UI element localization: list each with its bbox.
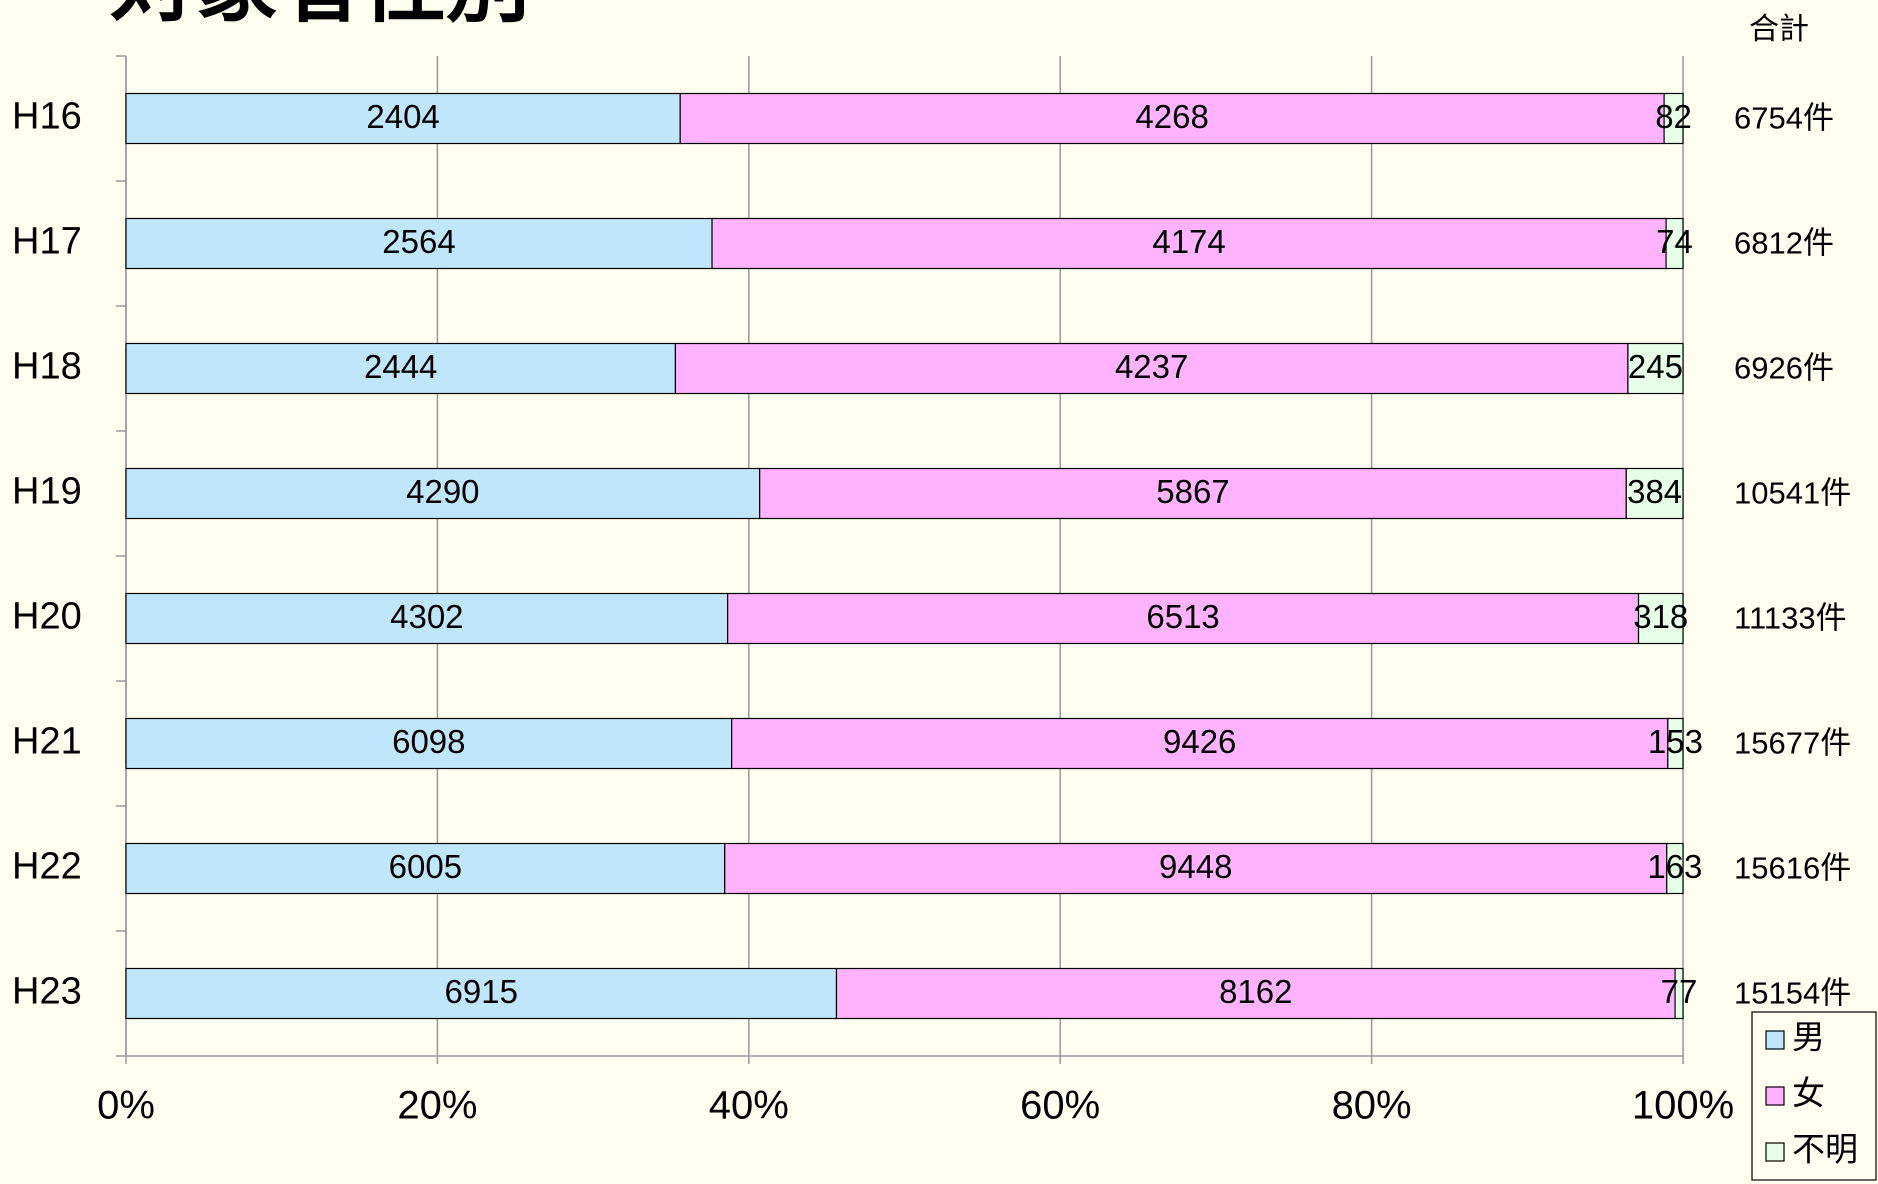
x-tick-label: 40%: [709, 1084, 789, 1128]
data-label: 74: [1656, 223, 1693, 260]
data-label: 153: [1648, 723, 1703, 760]
total-label: 6754件: [1734, 101, 1834, 136]
bar-segment: [1665, 217, 1684, 270]
totals-header: 合計: [1749, 13, 1809, 46]
y-tick-label: H17: [12, 221, 82, 263]
data-label: 5867: [1156, 473, 1229, 510]
bar-segment: [731, 717, 1669, 770]
data-label: 245: [1628, 348, 1683, 385]
y-tick-label: H22: [12, 846, 82, 888]
bar-segment: [679, 92, 1665, 145]
data-label: 4302: [390, 598, 463, 635]
data-label: 9426: [1163, 723, 1236, 760]
bar-segment: [125, 592, 729, 645]
legend-label: 男: [1792, 1019, 1825, 1056]
data-label: 2564: [382, 223, 455, 260]
data-label: 318: [1633, 598, 1688, 635]
legend-swatch: [1765, 1142, 1785, 1162]
data-label: 6005: [389, 848, 462, 885]
y-tick-label: H20: [12, 596, 82, 638]
bar-segment: [674, 342, 1629, 395]
bar-segment: [125, 842, 726, 895]
legend-swatch: [1765, 1086, 1785, 1106]
data-label: 6513: [1146, 598, 1219, 635]
y-tick-label: H23: [12, 971, 82, 1013]
total-label: 6812件: [1734, 226, 1834, 261]
bar-segment: [1663, 92, 1684, 145]
bar-segment: [125, 342, 677, 395]
data-label: 6915: [445, 973, 518, 1010]
bar-segment: [1666, 842, 1684, 895]
total-label: 15154件: [1734, 976, 1851, 1011]
data-label: 9448: [1159, 848, 1232, 885]
bar-segment: [125, 967, 838, 1020]
data-label: 163: [1647, 848, 1702, 885]
total-label: 10541件: [1734, 476, 1851, 511]
bar-segment: [1674, 967, 1684, 1020]
data-label: 4237: [1115, 348, 1188, 385]
bar-segment: [711, 217, 1667, 270]
data-label: 4268: [1135, 98, 1208, 135]
data-label: 82: [1655, 98, 1692, 135]
bar-segment: [724, 842, 1668, 895]
x-tick-label: 100%: [1632, 1084, 1734, 1128]
data-label: 77: [1661, 973, 1698, 1010]
y-tick-label: H21: [12, 721, 82, 763]
total-label: 6926件: [1734, 351, 1834, 386]
total-label: 15677件: [1734, 726, 1851, 761]
bar-segment: [727, 592, 1640, 645]
total-label: 11133件: [1734, 601, 1847, 636]
y-tick-label: H19: [12, 471, 82, 513]
bar-segment: [1627, 342, 1684, 395]
bar-segment: [125, 467, 761, 520]
y-tick-label: H18: [12, 346, 82, 388]
data-label: 4174: [1152, 223, 1225, 260]
data-label: 8162: [1219, 973, 1292, 1010]
bar-segment: [125, 92, 681, 145]
x-tick-label: 20%: [397, 1084, 477, 1128]
total-label: 15616件: [1734, 851, 1851, 886]
bar-segment: [125, 217, 713, 270]
chart-title: 対象者性別: [110, 0, 530, 32]
data-label: 2404: [366, 98, 439, 135]
data-label: 2444: [364, 348, 437, 385]
bar-segment: [1667, 717, 1684, 770]
data-label: 4290: [406, 473, 479, 510]
data-label: 384: [1627, 473, 1682, 510]
bar-segment: [1625, 467, 1684, 520]
data-label: 6098: [392, 723, 465, 760]
legend-label: 不明: [1792, 1131, 1858, 1168]
bar-segment: [1637, 592, 1684, 645]
y-tick-label: H16: [12, 96, 82, 138]
x-tick-label: 60%: [1020, 1084, 1100, 1128]
x-tick-label: 80%: [1332, 1084, 1412, 1128]
legend-label: 女: [1792, 1075, 1825, 1112]
legend-swatch: [1765, 1030, 1785, 1050]
x-tick-label: 0%: [97, 1084, 155, 1128]
